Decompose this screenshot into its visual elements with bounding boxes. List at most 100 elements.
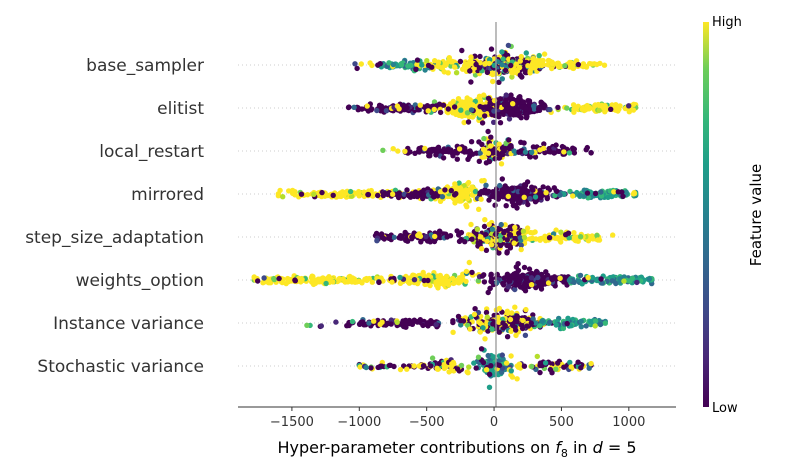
data-point	[503, 360, 510, 366]
data-point	[415, 107, 422, 113]
x-axis-title: Hyper-parameter contributions on f8 in d…	[277, 438, 636, 460]
data-point	[487, 285, 493, 292]
data-point	[595, 237, 601, 243]
data-point	[517, 198, 523, 205]
data-point	[458, 317, 464, 324]
data-point	[465, 119, 472, 125]
data-point	[545, 57, 552, 64]
data-point	[564, 105, 570, 111]
data-point	[468, 139, 475, 145]
data-point	[496, 141, 502, 147]
feature-swarm	[372, 217, 616, 256]
data-point	[614, 104, 620, 111]
data-point	[537, 369, 543, 376]
colorbar-gradient	[703, 22, 709, 407]
data-point	[484, 238, 490, 245]
data-point	[435, 193, 441, 199]
data-point	[547, 148, 553, 154]
data-point	[541, 141, 547, 147]
data-point	[549, 65, 555, 72]
data-point	[513, 61, 519, 67]
data-point	[588, 150, 594, 156]
data-point	[503, 203, 509, 209]
data-point	[561, 149, 567, 155]
data-point	[553, 142, 559, 148]
data-point	[458, 229, 465, 236]
data-point	[496, 329, 502, 335]
data-point	[485, 150, 492, 156]
feature-label: weights_option	[76, 271, 204, 291]
data-point	[608, 106, 614, 113]
data-point	[416, 192, 422, 198]
data-point	[610, 232, 616, 238]
data-point	[346, 322, 352, 329]
data-point	[527, 154, 534, 160]
data-point	[427, 147, 433, 153]
data-point	[553, 227, 559, 233]
data-point	[496, 305, 503, 312]
data-point	[417, 233, 424, 239]
data-point	[261, 275, 267, 281]
feature-label: elitist	[157, 99, 204, 119]
data-point	[528, 275, 535, 281]
data-point	[451, 192, 458, 198]
data-point	[457, 58, 464, 65]
data-point	[479, 273, 486, 279]
data-point	[389, 191, 396, 197]
data-point	[527, 236, 533, 242]
data-point	[523, 111, 529, 117]
data-point	[580, 63, 586, 70]
data-point	[477, 53, 483, 60]
data-point	[482, 113, 488, 119]
data-point	[376, 279, 382, 286]
data-point	[488, 46, 495, 52]
data-point	[433, 321, 439, 328]
data-point	[459, 47, 465, 54]
data-point	[466, 153, 473, 160]
data-point	[487, 143, 494, 149]
data-point	[432, 58, 438, 64]
data-point	[539, 318, 545, 324]
data-point	[477, 150, 484, 156]
data-point	[413, 66, 419, 73]
data-point	[518, 139, 524, 145]
data-point	[486, 371, 493, 377]
data-point	[538, 235, 545, 242]
data-point	[469, 184, 475, 190]
feature-label: Stochastic variance	[37, 357, 204, 377]
data-point	[555, 104, 561, 111]
data-point	[434, 365, 440, 371]
data-point	[508, 328, 514, 334]
data-point	[463, 268, 470, 275]
data-point	[482, 60, 489, 67]
feature-swarm	[275, 176, 639, 212]
data-point	[395, 194, 402, 201]
data-point	[474, 226, 481, 232]
data-point	[510, 101, 516, 107]
data-point	[488, 363, 494, 369]
data-point	[364, 103, 370, 109]
data-point	[467, 326, 473, 332]
data-point	[404, 238, 411, 244]
data-point	[464, 369, 470, 375]
data-point	[476, 158, 482, 164]
data-point	[502, 186, 509, 192]
data-point	[536, 323, 543, 329]
data-point	[369, 62, 375, 69]
data-point	[518, 242, 524, 248]
data-point	[597, 321, 604, 328]
data-point	[523, 306, 529, 313]
data-point	[458, 322, 464, 328]
data-point	[459, 113, 465, 119]
data-point	[514, 315, 520, 321]
data-point	[523, 50, 529, 56]
data-point	[402, 148, 408, 154]
data-point	[365, 191, 372, 198]
data-point	[379, 319, 385, 325]
data-point	[509, 374, 516, 380]
data-point	[443, 61, 449, 68]
data-point	[467, 68, 473, 74]
data-point	[405, 279, 411, 285]
data-point	[585, 274, 591, 281]
data-point	[530, 187, 536, 193]
